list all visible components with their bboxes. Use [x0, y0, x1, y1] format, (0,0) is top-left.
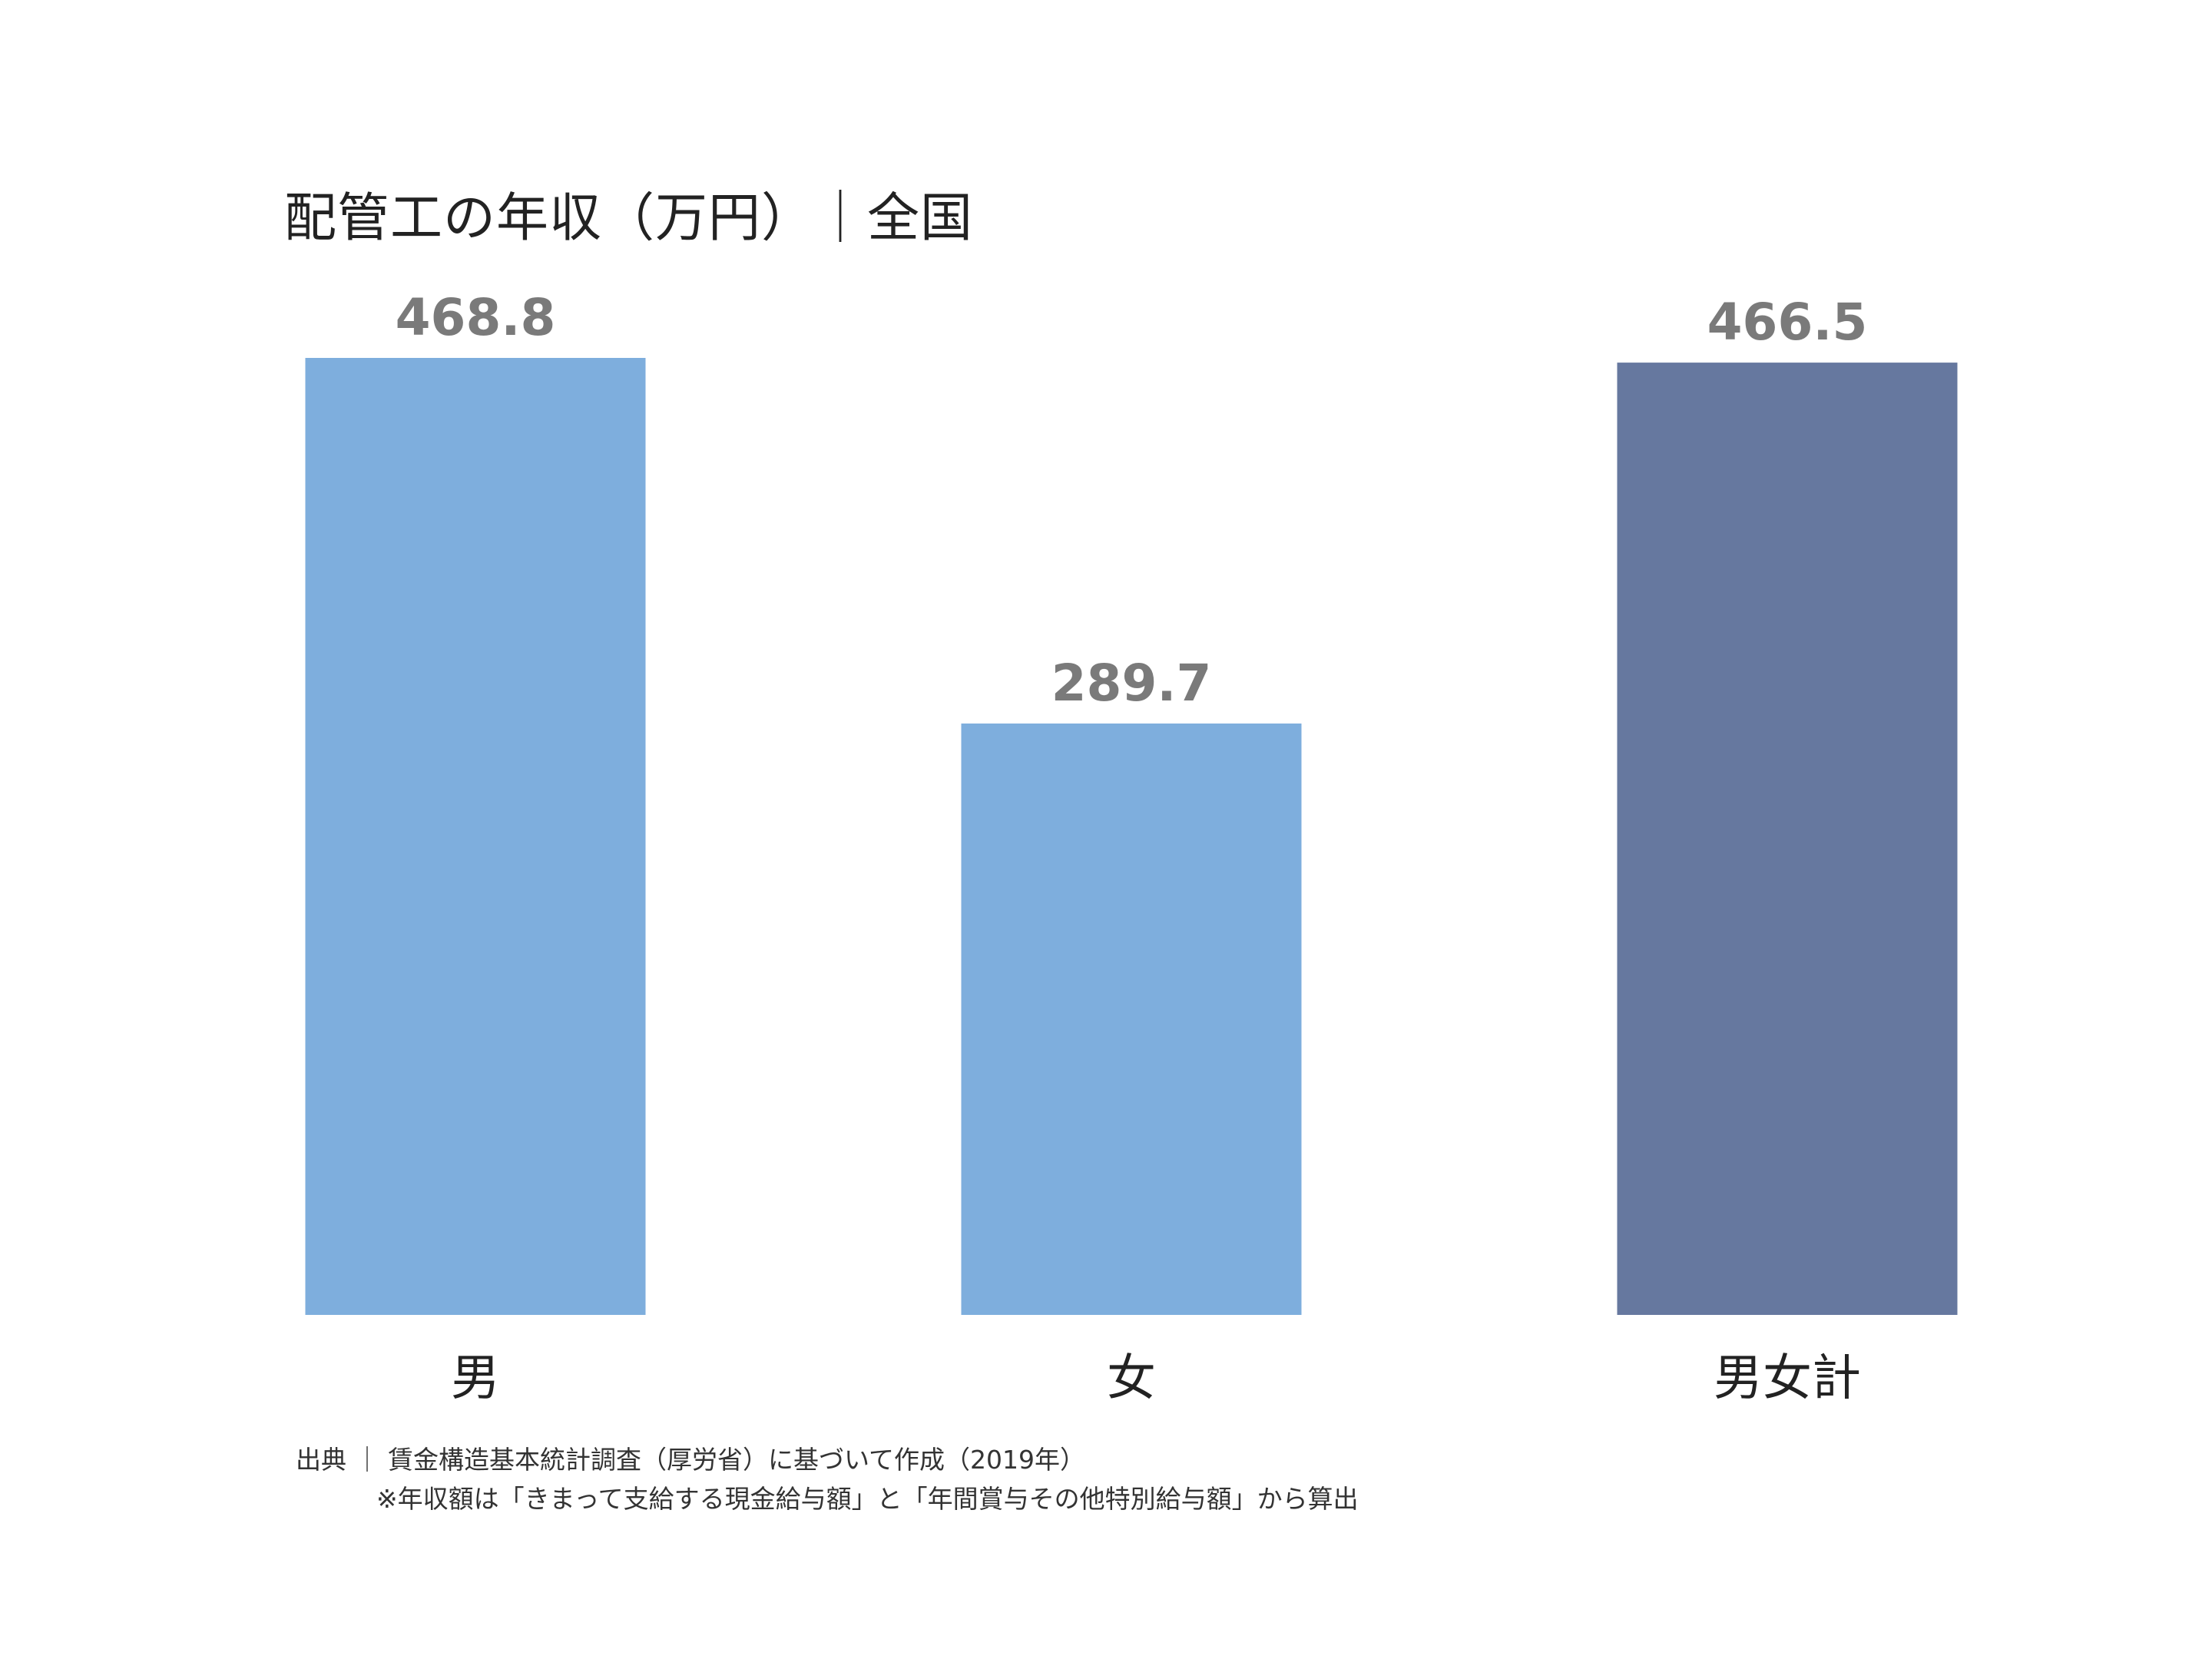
value-label-1: 468.8 [396, 288, 556, 347]
value-label-3: 466.5 [1707, 293, 1868, 352]
category-labels-layer: 男 女 男女計 [451, 1350, 1861, 1407]
bar-3 [1617, 363, 1958, 1316]
chart-title: 配管工の年収（万円）｜全国 [284, 188, 974, 249]
bar-2 [961, 724, 1302, 1315]
bar-1 [305, 358, 646, 1315]
category-label-3: 男女計 [1714, 1350, 1861, 1407]
category-label-2: 女 [1107, 1350, 1156, 1407]
calculation-note: ※年収額は「きまって支給する現金給与額」と「年間賞与その他特別給与額」から算出 [376, 1484, 1359, 1514]
value-label-2: 289.7 [1051, 654, 1212, 713]
source-note: 出典 ｜ 賃金構造基本統計調査（厚労省）に基づいて作成（2019年） [296, 1445, 1085, 1475]
bars-layer [305, 358, 1958, 1316]
category-label-1: 男 [451, 1350, 500, 1407]
value-labels-layer: 468.8 289.7 466.5 [396, 288, 1868, 713]
